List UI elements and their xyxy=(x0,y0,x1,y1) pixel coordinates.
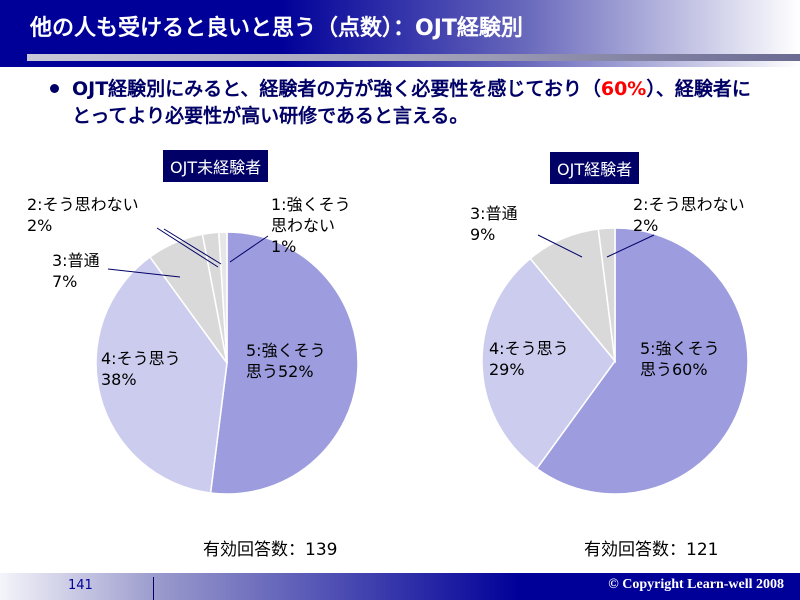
slice-label: 5:強くそう 思う52% xyxy=(246,341,326,381)
respondent-count-left: 有効回答数：139 xyxy=(203,540,338,560)
pie-slice xyxy=(95,255,228,494)
copyright: © Copyright Learn-well 2008 xyxy=(608,577,784,592)
respondent-count-right: 有効回答数：121 xyxy=(584,540,719,560)
page-number: 141 xyxy=(68,578,93,593)
leader-line xyxy=(156,227,219,268)
slice-label: 1:強くそう 思わない 1% xyxy=(271,195,351,256)
title-divider xyxy=(27,54,800,61)
leader-line xyxy=(229,235,269,263)
chart-title-left: OJT未経験者 xyxy=(163,150,269,182)
slice-label: 2:そう思わない 2% xyxy=(27,195,139,235)
pie-slice xyxy=(597,227,616,362)
bullet-icon xyxy=(50,84,59,93)
slice-label: 5:強くそう 思う60% xyxy=(640,339,720,379)
pie-slice xyxy=(481,257,616,470)
slice-label: 4:そう思う 29% xyxy=(489,339,569,379)
pie-slice xyxy=(209,231,359,495)
summary-part: OJT経験別にみると、経験者の方が強く必要性を感じており（ xyxy=(72,78,601,100)
page-title: 他の人も受けると良いと思う（点数）：OJT経験別 xyxy=(30,16,523,41)
leader-line xyxy=(537,234,583,258)
chart-title-right: OJT経験者 xyxy=(550,152,640,184)
slice-label: 3:普通 7% xyxy=(52,251,100,291)
slice-label: 2:そう思わない 2% xyxy=(633,195,745,235)
footer-divider xyxy=(153,577,154,600)
leader-line xyxy=(606,234,655,258)
summary-highlight: 60% xyxy=(600,78,647,100)
summary-part: ）、経験者にとってより必要性が高い研修であると言える。 xyxy=(72,78,751,127)
pie-slice xyxy=(535,227,749,495)
slice-label: 3:普通 9% xyxy=(470,204,518,244)
leader-line xyxy=(107,268,181,278)
summary-text: OJT経験別にみると、経験者の方が強く必要性を感じており（60%）、経験者にとっ… xyxy=(72,76,762,130)
pie-slice xyxy=(217,231,228,364)
leader-line xyxy=(163,228,222,265)
footer: 141 © Copyright Learn-well 2008 xyxy=(0,573,800,600)
slice-label: 4:そう思う 38% xyxy=(101,349,181,389)
